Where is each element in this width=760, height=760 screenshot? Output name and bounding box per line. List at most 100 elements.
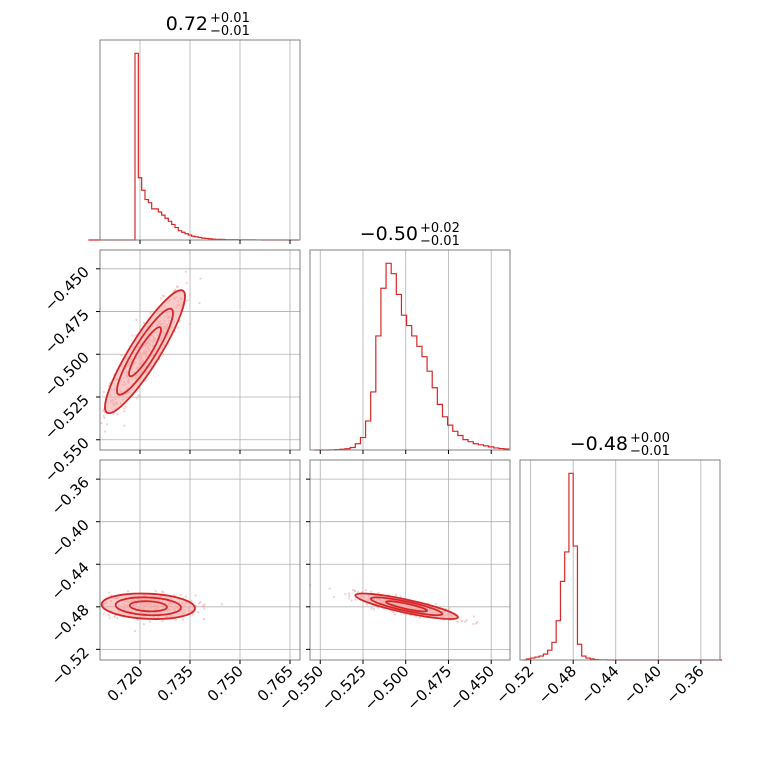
- sample-point: [190, 599, 193, 603]
- sample-point: [131, 334, 134, 337]
- sample-point: [174, 618, 177, 621]
- sample-point: [103, 416, 106, 419]
- sample-point: [448, 607, 451, 610]
- sample-point: [135, 318, 138, 321]
- sample-point: [123, 410, 126, 413]
- title-minus-error: −0.01: [420, 234, 460, 249]
- sample-point: [199, 277, 202, 280]
- panel-frame: [309, 249, 511, 451]
- sample-point: [203, 603, 206, 606]
- x-tick-label: −0.450: [446, 662, 498, 714]
- histogram-step-line: [314, 262, 510, 451]
- sample-point: [133, 630, 137, 633]
- y-tick-label: −0.525: [41, 391, 93, 443]
- sample-point: [463, 620, 467, 623]
- sample-point: [199, 600, 202, 604]
- x-tick-label: −0.475: [403, 662, 455, 714]
- sample-point: [202, 606, 206, 610]
- density-contour: [385, 600, 428, 613]
- sample-point: [186, 299, 189, 302]
- sample-point: [124, 405, 127, 408]
- sample-point: [100, 422, 103, 425]
- sample-point: [364, 588, 367, 592]
- sample-point: [184, 595, 187, 598]
- sample-point: [197, 611, 200, 614]
- histogram-title: −0.48 +0.00−0.01: [570, 431, 670, 459]
- sample-point: [161, 619, 164, 623]
- sample-point: [108, 591, 111, 594]
- y-tick-label: −0.550: [41, 434, 93, 486]
- x-tick-label: −0.48: [535, 662, 580, 707]
- sample-point: [328, 587, 331, 590]
- sample-point: [142, 321, 145, 325]
- sample-point: [101, 409, 105, 413]
- density-contour: [128, 600, 168, 613]
- sample-point: [188, 293, 192, 296]
- sample-point: [102, 390, 105, 394]
- panel-background: [520, 460, 720, 660]
- sample-point: [102, 612, 105, 615]
- sample-point: [188, 322, 192, 325]
- y-tick-label: −0.48: [48, 601, 93, 646]
- sample-point: [365, 603, 369, 606]
- sample-point: [202, 605, 205, 608]
- sample-point: [185, 281, 188, 285]
- sample-point: [392, 611, 395, 614]
- sample-point: [475, 622, 478, 625]
- sample-point: [116, 616, 119, 620]
- sample-point: [181, 618, 185, 621]
- sample-point: [137, 394, 140, 397]
- panel-background: [100, 40, 300, 240]
- sample-point: [348, 597, 351, 600]
- y-tick-label: −0.475: [41, 306, 93, 358]
- sample-point: [372, 608, 376, 611]
- scatter-panel-1-2: −0.550−0.525−0.500−0.475−0.450: [41, 249, 301, 486]
- sample-point: [123, 424, 126, 427]
- title-plus-error: +0.02: [420, 221, 460, 236]
- histogram-panel-2: −0.50 +0.02−0.01: [309, 221, 511, 454]
- title-plus-error: +0.01: [210, 11, 250, 26]
- sample-point: [108, 616, 111, 619]
- density-contour: [128, 326, 162, 378]
- sample-point: [154, 590, 157, 593]
- histogram-panel-1: 0.72 +0.01−0.01: [88, 11, 301, 244]
- sample-point: [351, 588, 355, 592]
- title-median: −0.48: [570, 433, 628, 455]
- panel-frame: [519, 459, 721, 661]
- x-tick-label: −0.52: [492, 662, 537, 707]
- sample-point: [460, 620, 463, 623]
- sample-point: [353, 590, 357, 593]
- sample-point: [472, 622, 475, 626]
- sample-point: [418, 616, 421, 619]
- x-tick-label: 0.750: [204, 662, 247, 705]
- sample-point: [127, 590, 130, 593]
- x-tick-label: −0.525: [318, 662, 370, 714]
- x-tick-label: 0.735: [154, 662, 197, 705]
- scatter-panel-1-3: 0.720 0.735 0.750 0.765−0.52−0.48−0.44−0.40…: [48, 459, 301, 705]
- sample-point: [456, 620, 459, 623]
- sample-point: [131, 396, 134, 399]
- x-tick-label: 0.720: [104, 662, 147, 705]
- scatter-panel-2-3: −0.550−0.525−0.500−0.475−0.450: [275, 459, 511, 714]
- sample-point: [116, 412, 119, 416]
- sample-point: [112, 412, 115, 415]
- title-minus-error: −0.01: [210, 24, 250, 39]
- y-tick-label: −0.44: [48, 558, 93, 603]
- histogram-title: −0.50 +0.02−0.01: [360, 221, 460, 249]
- panel-background: [100, 460, 300, 660]
- y-tick-label: −0.52: [48, 643, 93, 688]
- x-tick-label: −0.36: [662, 662, 707, 707]
- sample-point: [105, 423, 109, 426]
- sample-point: [434, 602, 438, 605]
- sample-point: [184, 270, 187, 273]
- sample-point: [202, 618, 205, 621]
- sample-point: [180, 593, 183, 596]
- sample-point: [194, 594, 197, 597]
- panel-background: [310, 250, 510, 450]
- sample-point: [348, 594, 351, 597]
- x-tick-label: −0.500: [361, 662, 413, 714]
- y-tick-label: −0.450: [41, 263, 93, 315]
- sample-point: [350, 599, 353, 602]
- sample-point: [113, 615, 116, 618]
- sample-point: [356, 590, 360, 594]
